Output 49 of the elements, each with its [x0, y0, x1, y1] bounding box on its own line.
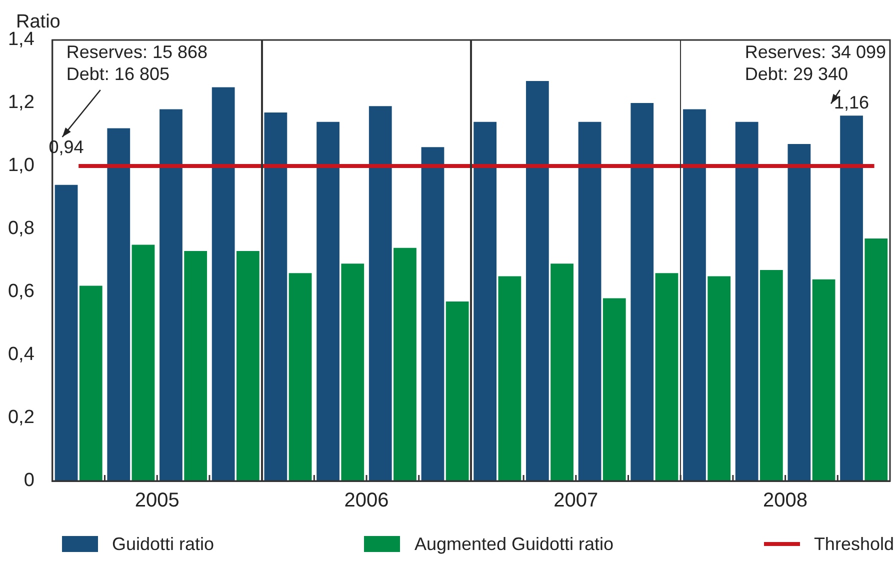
annotation: Reserves: 15 868 Debt: 16 805 — [66, 42, 208, 84]
bar — [812, 279, 836, 481]
bar — [683, 109, 706, 481]
annotation: Reserves: 34 099 Debt: 29 340 — [744, 42, 886, 84]
data-label: 1,16 — [834, 92, 870, 113]
y-tick-label: 0,2 — [8, 407, 34, 428]
bar — [264, 112, 288, 481]
bar — [421, 147, 444, 481]
bar — [107, 128, 130, 481]
text: 2005 — [134, 490, 180, 512]
y-tick-label: 1,0 — [8, 155, 34, 176]
y-tick-label: 0,6 — [8, 281, 34, 302]
bar — [79, 286, 102, 481]
bar — [602, 298, 626, 481]
bar — [446, 301, 469, 481]
bar — [316, 122, 340, 481]
bar — [236, 251, 260, 481]
bar — [288, 273, 312, 481]
legend-label: Guidotti ratio — [112, 534, 214, 554]
legend-label: Augmented Guidotti ratio — [414, 534, 614, 554]
bar — [578, 122, 602, 481]
bar — [368, 106, 392, 481]
bar — [132, 244, 155, 481]
y-tick-label: 0 — [24, 470, 34, 492]
bar — [788, 144, 811, 481]
text: 2008 — [763, 490, 808, 512]
bar — [735, 122, 758, 481]
legend-label: Threshold — [814, 534, 894, 554]
bar — [840, 116, 863, 481]
bar — [526, 80, 549, 481]
bar — [498, 276, 522, 481]
y-tick-label: 0,8 — [8, 218, 34, 240]
bar — [708, 276, 731, 481]
bar — [864, 238, 888, 481]
bar — [630, 103, 654, 481]
bar — [655, 273, 678, 481]
bar — [341, 264, 364, 481]
bar — [550, 264, 574, 481]
bar — [760, 270, 783, 481]
bar — [160, 109, 182, 481]
bar — [212, 87, 235, 481]
y-tick-label: 1,2 — [8, 92, 34, 114]
bar — [54, 184, 78, 481]
text: 2006 — [344, 490, 389, 512]
text: 2007 — [554, 490, 598, 512]
bar — [394, 248, 416, 481]
bar — [184, 251, 208, 481]
bar — [474, 122, 497, 481]
y-tick-label: 0,4 — [8, 344, 35, 366]
